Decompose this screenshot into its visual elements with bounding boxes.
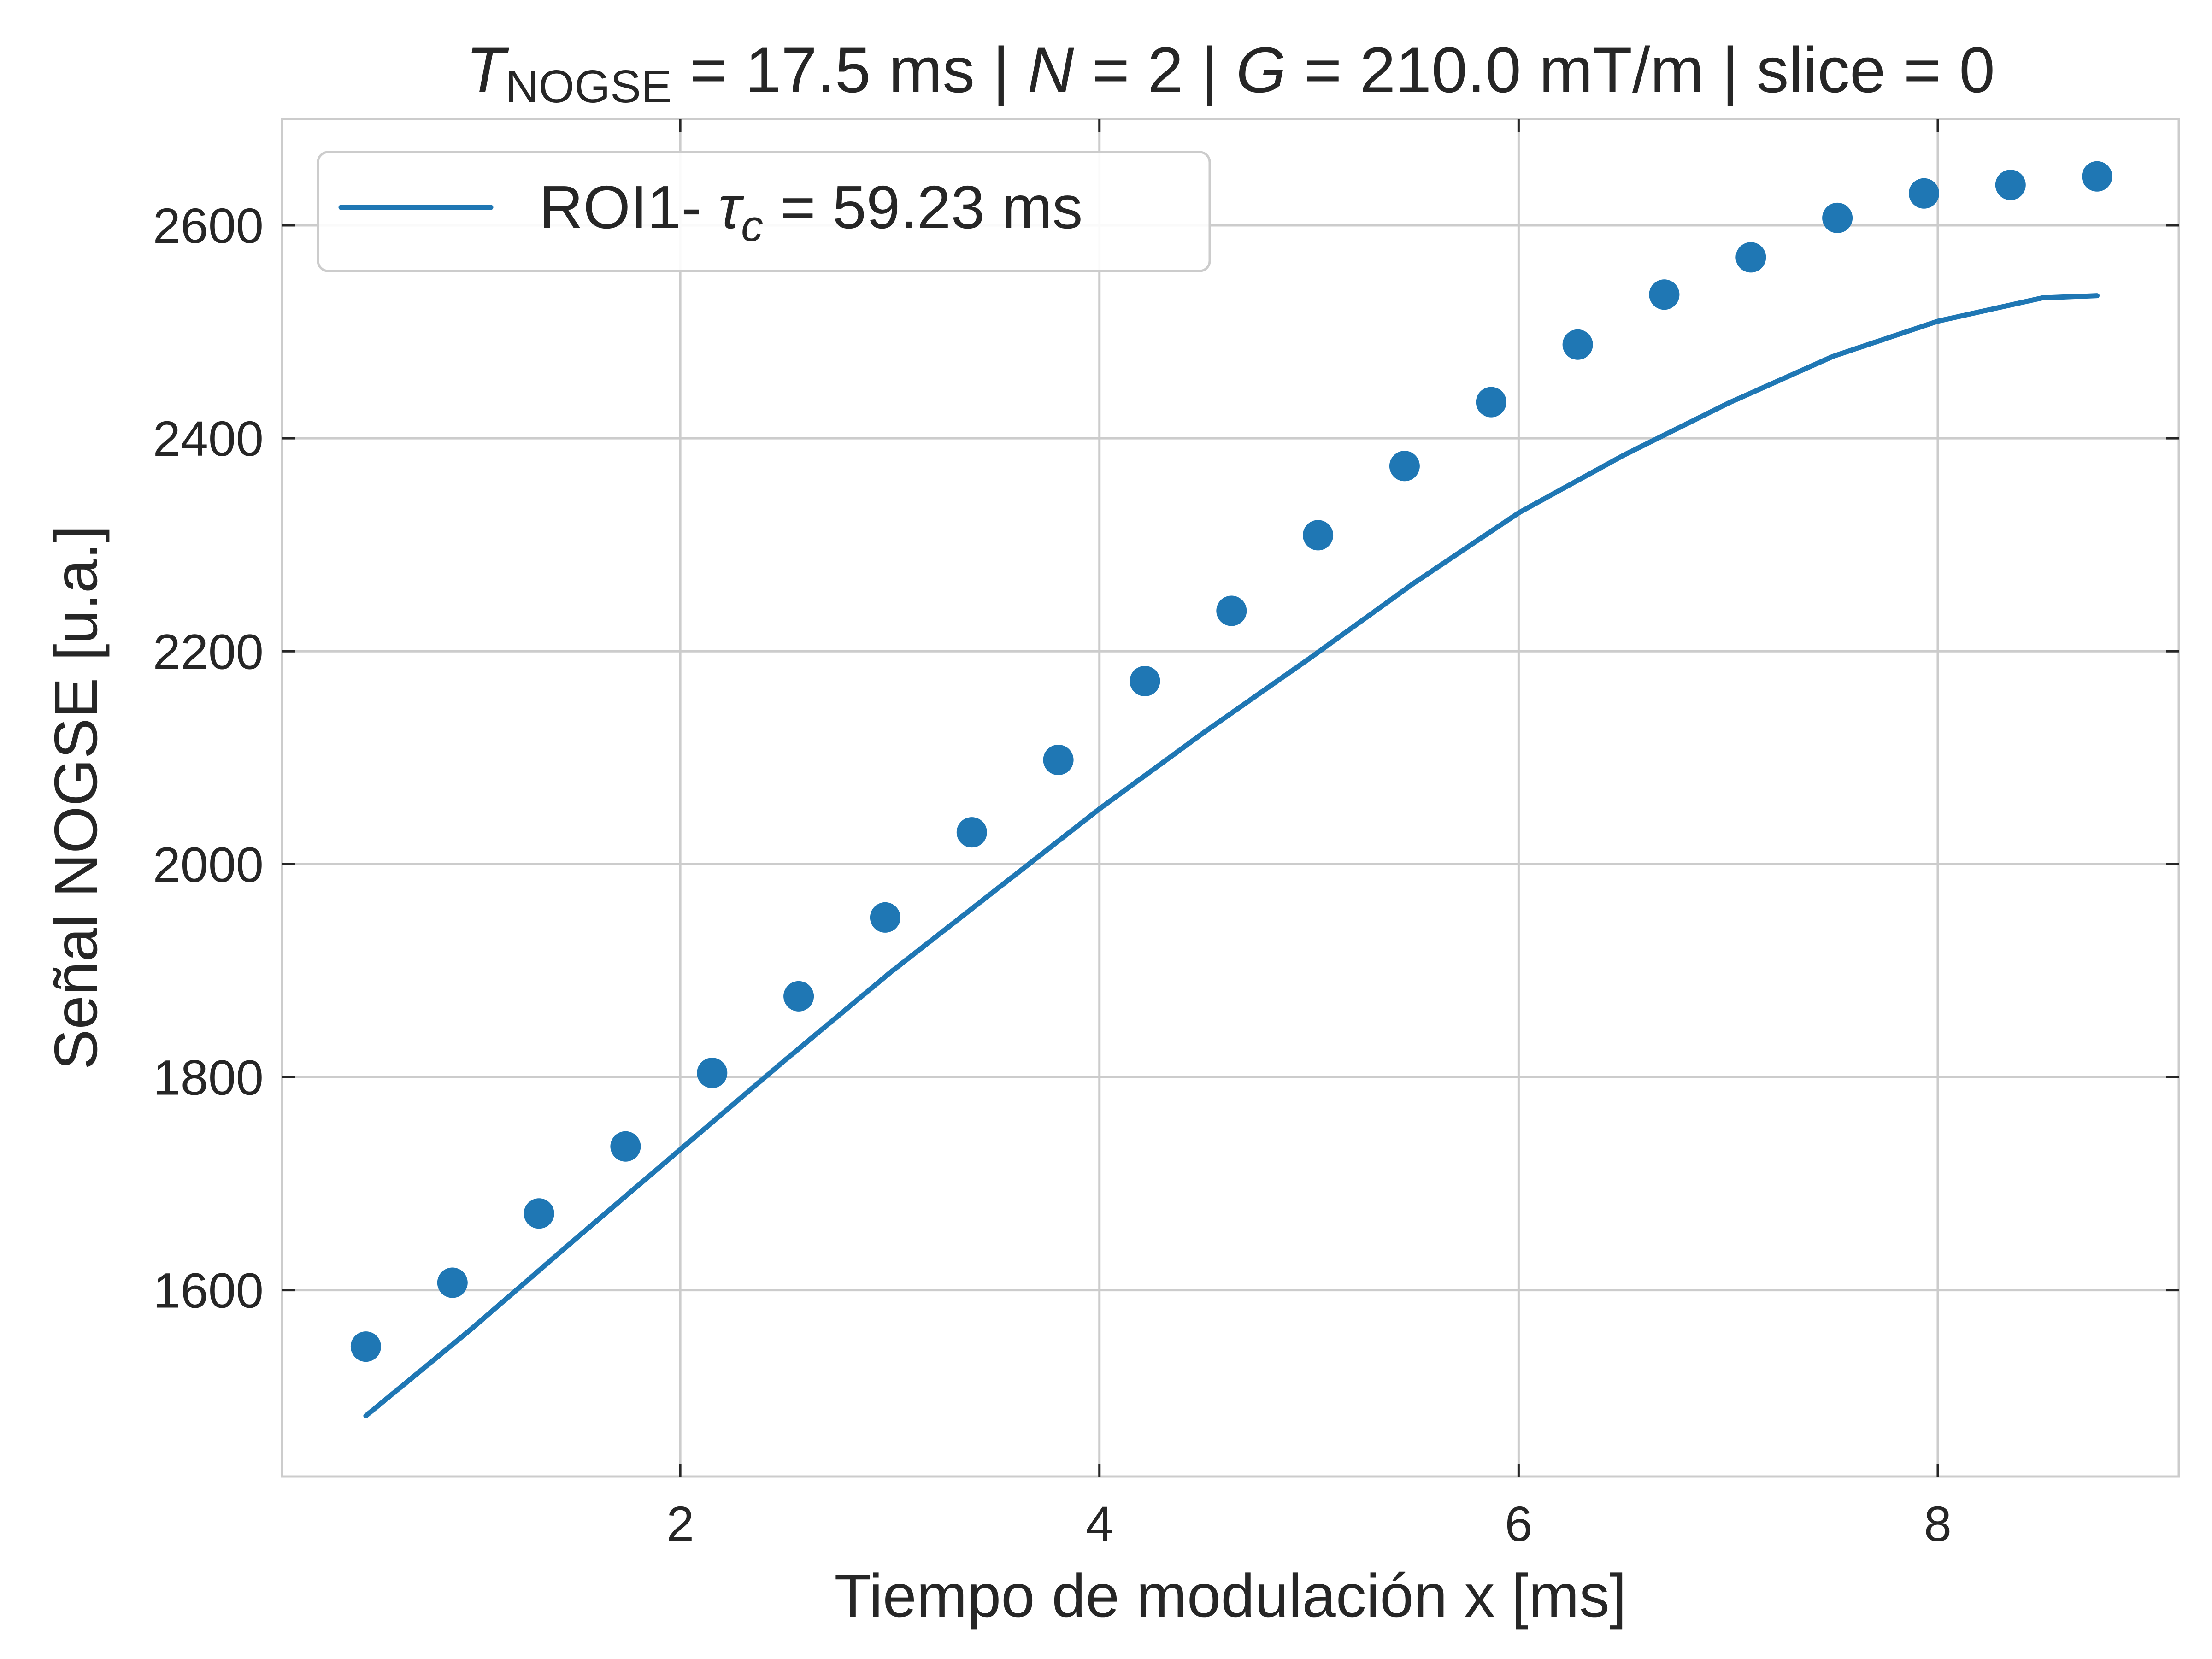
- x-tick-label: 6: [1505, 1496, 1532, 1552]
- legend-box: [317, 151, 1211, 272]
- y-tick-label: 2600: [153, 198, 264, 253]
- data-point: [1389, 451, 1420, 482]
- title-t-symbol: T: [466, 34, 509, 106]
- plot-frame: [281, 118, 2180, 1478]
- title-g-symbol: G: [1236, 34, 1286, 106]
- title-part3: = 210.0 mT/m | slice = 0: [1286, 34, 1995, 106]
- series: [350, 161, 2112, 1418]
- data-point: [1649, 279, 1680, 310]
- data-point: [870, 902, 900, 933]
- data-point: [1130, 666, 1160, 696]
- data-point: [524, 1198, 554, 1229]
- y-tick-label: 1800: [153, 1050, 264, 1106]
- data-point: [1303, 520, 1334, 551]
- legend-entry-label: ROI1- τc = 59.23 ms: [539, 173, 1082, 251]
- y-tick-label: 1600: [153, 1263, 264, 1318]
- ticks: 2 4 6 8 1600 1800 2000 2200 2400 2600: [153, 119, 2179, 1552]
- data-point: [1476, 387, 1506, 418]
- title-part2: = 2 |: [1074, 34, 1236, 106]
- data-point: [783, 981, 814, 1012]
- chart-title: TNOGSE = 17.5 ms | N = 2 | G = 210.0 mT/…: [466, 34, 1995, 112]
- legend-prefix: ROI1-: [539, 173, 718, 241]
- data-point: [1216, 595, 1247, 626]
- grid: [282, 119, 2179, 1477]
- y-axis-label: Señal NOGSE [u.a.]: [42, 525, 110, 1070]
- x-tick-label: 2: [666, 1496, 694, 1552]
- data-point: [1043, 745, 1074, 775]
- data-point: [697, 1058, 728, 1088]
- title-part1: = 17.5 ms |: [672, 34, 1028, 106]
- data-point: [437, 1267, 468, 1298]
- title-t-subscript: NOGSE: [505, 61, 671, 112]
- data-point: [610, 1131, 641, 1162]
- x-axis-label: Tiempo de modulación x [ms]: [834, 1562, 1626, 1630]
- data-point: [2082, 161, 2112, 192]
- fit-line: [363, 293, 2100, 1418]
- data-point: [1995, 170, 2026, 200]
- legend-tau-subscript: c: [741, 201, 763, 251]
- legend: ROI1- τc = 59.23 ms: [317, 151, 1211, 272]
- data-point: [956, 817, 987, 848]
- data-point: [1562, 329, 1593, 360]
- data-point: [1822, 202, 1853, 233]
- y-tick-label: 2400: [153, 411, 264, 466]
- y-tick-label: 2200: [153, 624, 264, 679]
- x-tick-label: 8: [1924, 1496, 1952, 1552]
- data-point: [1735, 242, 1766, 273]
- data-point: [350, 1331, 381, 1362]
- y-tick-label: 2000: [153, 836, 264, 892]
- title-n-symbol: N: [1027, 34, 1074, 106]
- x-tick-label: 4: [1086, 1496, 1113, 1552]
- legend-tau-symbol: τ: [718, 173, 745, 241]
- legend-suffix: = 59.23 ms: [763, 173, 1082, 241]
- data-point: [1909, 178, 1939, 209]
